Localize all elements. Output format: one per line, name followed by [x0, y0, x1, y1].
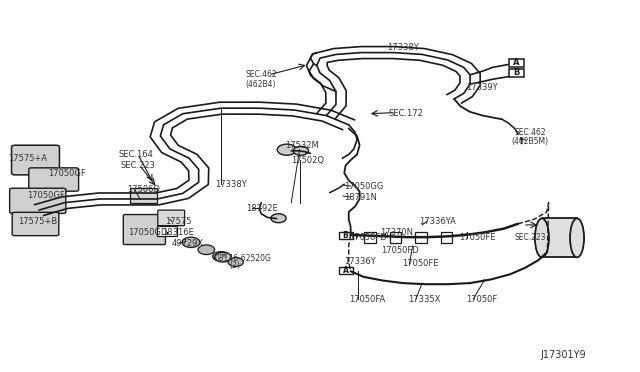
- Text: 18316E: 18316E: [162, 228, 193, 237]
- Text: 17338Y: 17338Y: [214, 180, 246, 189]
- Text: 17050FE: 17050FE: [460, 233, 496, 243]
- Text: 17338Y: 17338Y: [387, 42, 419, 51]
- FancyBboxPatch shape: [157, 227, 177, 236]
- Text: ®: ®: [220, 255, 226, 260]
- FancyBboxPatch shape: [364, 232, 376, 243]
- FancyBboxPatch shape: [509, 69, 524, 77]
- Circle shape: [214, 252, 231, 262]
- Circle shape: [212, 251, 229, 261]
- Text: 17050FD: 17050FD: [349, 233, 387, 243]
- FancyBboxPatch shape: [158, 210, 184, 226]
- Text: 17575: 17575: [166, 217, 192, 226]
- Text: SEC.164: SEC.164: [119, 150, 154, 159]
- Text: 17050F: 17050F: [466, 295, 497, 304]
- Text: 18792E: 18792E: [246, 204, 278, 213]
- Text: 17532M: 17532M: [285, 141, 319, 150]
- FancyBboxPatch shape: [10, 188, 66, 214]
- Circle shape: [228, 257, 243, 266]
- Text: B: B: [342, 231, 348, 240]
- Text: 17050GG: 17050GG: [344, 182, 383, 190]
- Text: 17335X: 17335X: [408, 295, 440, 304]
- Text: (462B4): (462B4): [245, 80, 276, 89]
- Text: 17575+B: 17575+B: [19, 217, 58, 226]
- Text: 49729X: 49729X: [172, 239, 204, 248]
- Text: (462B5M): (462B5M): [511, 137, 548, 146]
- Text: J17301Y9: J17301Y9: [540, 350, 586, 360]
- Circle shape: [271, 214, 286, 223]
- Circle shape: [198, 245, 214, 254]
- Bar: [542, 218, 577, 257]
- FancyBboxPatch shape: [339, 267, 353, 274]
- Text: A: A: [513, 58, 520, 67]
- Circle shape: [182, 237, 200, 247]
- Text: SEC.462: SEC.462: [515, 128, 547, 137]
- FancyBboxPatch shape: [415, 232, 427, 243]
- Text: 17506D: 17506D: [127, 185, 160, 194]
- Text: B: B: [513, 68, 520, 77]
- Text: 17050GF: 17050GF: [49, 169, 86, 177]
- Text: 17050GD: 17050GD: [129, 228, 168, 237]
- Text: 17370N: 17370N: [380, 228, 413, 237]
- Ellipse shape: [570, 218, 584, 257]
- Text: 17502Q: 17502Q: [291, 155, 324, 164]
- FancyBboxPatch shape: [124, 215, 166, 244]
- Text: 17050FE: 17050FE: [402, 259, 438, 268]
- Text: SEC.172: SEC.172: [389, 109, 424, 118]
- Circle shape: [277, 144, 296, 155]
- Text: SEC.223: SEC.223: [121, 161, 156, 170]
- Circle shape: [293, 146, 308, 155]
- Text: 17339Y: 17339Y: [466, 83, 497, 92]
- Text: 17050GF: 17050GF: [28, 191, 65, 200]
- FancyBboxPatch shape: [390, 232, 401, 243]
- FancyBboxPatch shape: [131, 188, 157, 203]
- Text: 17050FD: 17050FD: [381, 246, 419, 255]
- Text: (2): (2): [229, 261, 240, 270]
- Text: 17336Y: 17336Y: [344, 257, 376, 266]
- Ellipse shape: [535, 218, 549, 257]
- Text: 17575+A: 17575+A: [8, 154, 47, 163]
- FancyBboxPatch shape: [12, 145, 60, 175]
- FancyBboxPatch shape: [441, 232, 452, 243]
- Text: 18791N: 18791N: [344, 193, 377, 202]
- FancyBboxPatch shape: [12, 212, 59, 235]
- Text: SEC.462: SEC.462: [245, 70, 277, 79]
- Text: 08146-62520G: 08146-62520G: [214, 254, 271, 263]
- FancyBboxPatch shape: [339, 232, 353, 239]
- Text: 17050FA: 17050FA: [349, 295, 385, 304]
- Text: A: A: [342, 266, 349, 275]
- Text: 17336YA: 17336YA: [419, 217, 456, 226]
- FancyBboxPatch shape: [509, 59, 524, 67]
- Text: SEC.223: SEC.223: [515, 233, 547, 243]
- FancyBboxPatch shape: [29, 168, 79, 191]
